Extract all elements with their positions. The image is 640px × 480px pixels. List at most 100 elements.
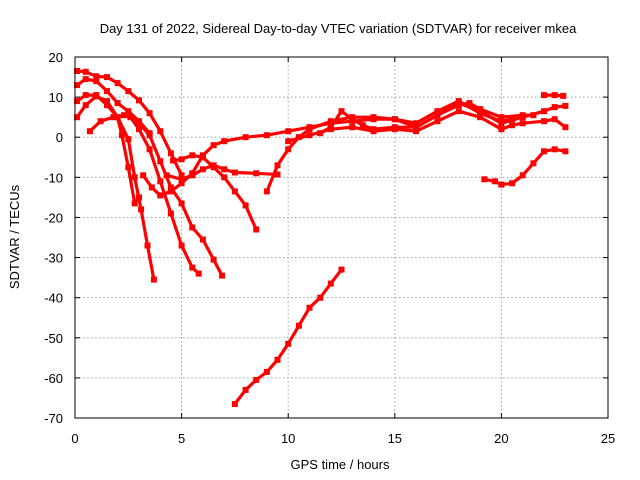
data-point (140, 172, 147, 179)
data-point (498, 126, 505, 133)
data-point (118, 132, 125, 139)
data-point (74, 114, 81, 121)
data-point (231, 169, 238, 176)
data-point (551, 146, 558, 153)
data-point (274, 171, 281, 178)
data-point (560, 92, 567, 99)
data-point (114, 80, 121, 87)
data-point (178, 180, 185, 187)
data-point (253, 170, 260, 177)
data-point (178, 156, 185, 163)
data-point (434, 112, 441, 119)
data-point (242, 386, 249, 393)
data-point (413, 124, 420, 131)
data-point (492, 178, 498, 185)
series-group (74, 68, 569, 407)
series-arc-5 (87, 113, 201, 276)
y-tick-label: -40 (44, 291, 63, 306)
data-point (82, 92, 89, 99)
data-point (413, 128, 420, 135)
data-point (466, 100, 473, 107)
data-point (74, 82, 81, 89)
data-point (97, 118, 104, 125)
data-point (295, 322, 302, 329)
y-tick-label: 20 (49, 50, 63, 65)
data-point (253, 226, 260, 233)
data-point (338, 266, 345, 273)
data-point (189, 224, 196, 231)
data-point (138, 206, 145, 213)
data-point (167, 150, 174, 157)
data-point (327, 280, 334, 287)
data-point (498, 181, 505, 188)
data-point (93, 78, 100, 85)
y-tick-label: -20 (44, 210, 63, 225)
data-point (263, 188, 270, 195)
y-tick-label: -30 (44, 251, 63, 266)
data-point (317, 294, 324, 301)
data-point (274, 356, 281, 363)
data-point (253, 376, 260, 383)
data-point (114, 100, 121, 107)
data-point (167, 188, 174, 195)
data-point (82, 102, 89, 109)
data-point (210, 142, 217, 149)
data-point (327, 124, 334, 131)
x-tick-label: 15 (388, 431, 402, 446)
data-point (455, 108, 462, 115)
data-point (82, 68, 89, 75)
y-axis-label: SDTVAR / TECUs (7, 184, 22, 289)
data-point (434, 108, 441, 115)
data-point (86, 128, 93, 135)
data-point (285, 146, 292, 153)
data-point (541, 148, 547, 155)
data-point (148, 184, 155, 191)
data-point (110, 114, 117, 121)
data-point (242, 134, 249, 141)
series-arc-4 (74, 94, 156, 282)
data-point (221, 166, 228, 173)
data-point (285, 128, 292, 135)
data-point (477, 114, 484, 121)
data-point (199, 154, 206, 161)
data-point (274, 162, 281, 169)
data-point (455, 98, 462, 105)
data-point (125, 110, 132, 117)
data-point (551, 116, 558, 123)
x-tick-label: 20 (494, 431, 508, 446)
data-point (509, 122, 516, 129)
data-point (498, 118, 505, 125)
data-point (199, 236, 206, 243)
data-point (195, 270, 202, 277)
data-point (131, 200, 138, 207)
data-point (519, 120, 526, 127)
data-point (541, 108, 547, 115)
data-point (157, 158, 164, 165)
x-tick-label: 25 (601, 431, 615, 446)
y-tick-label: -50 (44, 331, 63, 346)
x-axis-ticks: 0 5 10 15 20 25 (71, 57, 615, 446)
data-point (121, 112, 127, 119)
data-point (178, 200, 185, 207)
data-point (317, 130, 324, 137)
data-point (74, 68, 81, 74)
data-point (199, 166, 206, 173)
data-point (349, 116, 356, 123)
data-point (104, 74, 110, 81)
data-point (530, 112, 537, 119)
data-point (210, 256, 217, 263)
data-point (93, 73, 100, 80)
data-point (306, 126, 313, 133)
data-point (125, 136, 132, 143)
x-axis-label: GPS time / hours (291, 457, 390, 472)
data-point (530, 160, 537, 167)
data-point (146, 110, 153, 117)
data-point (167, 184, 174, 191)
series-arc-1 (75, 69, 184, 178)
data-point (338, 108, 345, 115)
data-point (178, 172, 185, 179)
data-point (170, 157, 177, 164)
data-point (455, 102, 462, 109)
y-tick-label: 10 (49, 90, 63, 105)
data-point (263, 368, 270, 375)
